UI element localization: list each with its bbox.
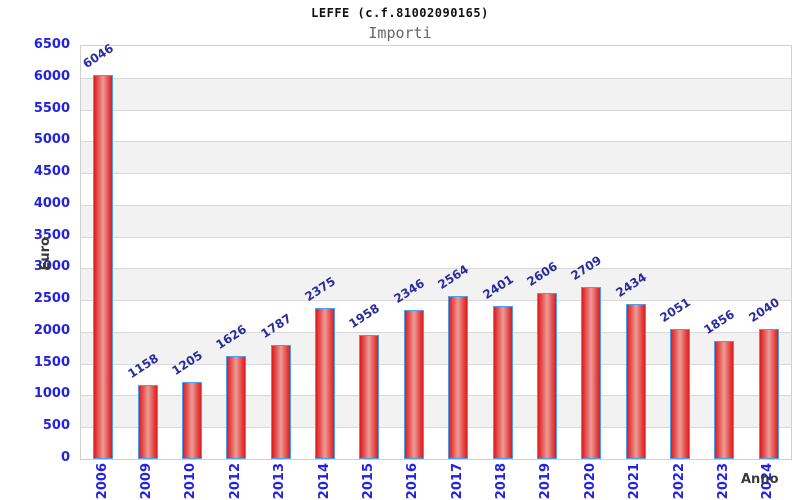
y-tick-label: 2500 bbox=[33, 291, 70, 307]
y-tick-label: 3000 bbox=[33, 259, 70, 275]
x-tick-label: 2019 bbox=[524, 463, 568, 500]
x-tick-label-text: 2018 bbox=[494, 463, 510, 500]
x-tick-label-text: 2012 bbox=[227, 463, 243, 500]
gridline bbox=[81, 236, 791, 238]
bar-2019 bbox=[536, 293, 557, 459]
bar-value-label: 6046 bbox=[80, 40, 117, 71]
x-tick-label: 2018 bbox=[479, 463, 523, 500]
x-tick-label: 2020 bbox=[568, 463, 612, 500]
x-tick-label-text: 2021 bbox=[627, 463, 643, 500]
x-tick-label: 2023 bbox=[701, 463, 745, 500]
bar-2009 bbox=[137, 385, 158, 459]
x-tick-label: 2017 bbox=[435, 463, 479, 500]
x-axis-title-text: Anno bbox=[741, 472, 779, 487]
x-tick-label-text: 2015 bbox=[360, 463, 376, 500]
x-tick-label-text: 2006 bbox=[94, 463, 110, 500]
y-tick-label: 5500 bbox=[33, 100, 70, 116]
x-tick-label: 2022 bbox=[657, 463, 701, 500]
x-tick-label-text: 2014 bbox=[316, 463, 332, 500]
y-tick-label: 1500 bbox=[33, 354, 70, 370]
gridline bbox=[81, 141, 791, 143]
gridline bbox=[81, 77, 791, 79]
y-tick-label: 0 bbox=[60, 450, 70, 465]
x-tick-label-text: 2010 bbox=[183, 463, 199, 500]
x-tick-label: 2014 bbox=[302, 463, 346, 500]
x-tick-label: 2010 bbox=[169, 463, 213, 500]
bar-value-label: 1958 bbox=[346, 300, 383, 331]
bar-2022 bbox=[670, 328, 691, 459]
x-tick-label: 2021 bbox=[613, 463, 657, 500]
y-tick-label: 2000 bbox=[33, 322, 70, 338]
y-tick-label: 4500 bbox=[33, 164, 70, 180]
gridline bbox=[81, 204, 791, 206]
y-tick-label: 500 bbox=[42, 418, 70, 434]
background-band bbox=[81, 141, 791, 174]
bar-2024 bbox=[758, 329, 779, 459]
x-tick-label-text: 2019 bbox=[538, 463, 554, 500]
background-band bbox=[81, 77, 791, 110]
y-axis-title-text: Euro bbox=[38, 237, 53, 271]
x-tick-label: 2006 bbox=[80, 463, 124, 500]
x-tick-label: 2012 bbox=[213, 463, 257, 500]
bar-2014 bbox=[315, 308, 336, 459]
gridline bbox=[81, 173, 791, 175]
gridline bbox=[81, 109, 791, 111]
gridline bbox=[81, 268, 791, 270]
bar-2023 bbox=[714, 341, 735, 459]
y-tick-label: 1000 bbox=[33, 386, 70, 402]
bar-2013 bbox=[270, 345, 291, 459]
x-tick-label-text: 2009 bbox=[139, 463, 155, 500]
y-tick-label: 4000 bbox=[33, 195, 70, 211]
y-tick-label: 6500 bbox=[33, 37, 70, 52]
y-tick-label: 3500 bbox=[33, 227, 70, 243]
bar-2010 bbox=[181, 382, 202, 459]
gridline bbox=[81, 331, 791, 333]
x-tick-label-text: 2016 bbox=[405, 463, 421, 500]
x-tick-label-text: 2023 bbox=[715, 463, 731, 500]
background-band bbox=[81, 204, 791, 237]
gridline bbox=[81, 427, 791, 429]
x-tick-label: 2015 bbox=[346, 463, 390, 500]
bar-2021 bbox=[625, 304, 646, 459]
x-tick-label: 2016 bbox=[391, 463, 435, 500]
background-band bbox=[81, 268, 791, 301]
y-axis-title: Euro bbox=[38, 231, 53, 277]
x-tick-label-text: 2013 bbox=[272, 463, 288, 500]
gridline bbox=[81, 395, 791, 397]
x-tick-label: 2009 bbox=[124, 463, 168, 500]
bar-2020 bbox=[581, 286, 602, 459]
y-tick-label: 6000 bbox=[33, 68, 70, 84]
y-tick-label: 5000 bbox=[33, 132, 70, 148]
gridline bbox=[81, 363, 791, 365]
plot-area: 6046 1158 1205 1626 1787 2375 1958 2346 2564 2401… bbox=[80, 41, 792, 460]
chart-subtitle: Importi bbox=[368, 24, 432, 42]
x-tick-label-text: 2020 bbox=[582, 463, 598, 500]
bar-2016 bbox=[403, 309, 424, 459]
chart-title: LEFFE (c.f.81002090165) bbox=[311, 6, 489, 20]
bar-2012 bbox=[226, 355, 247, 459]
bar-2017 bbox=[448, 296, 469, 459]
x-tick-label: 2013 bbox=[258, 463, 302, 500]
gridline bbox=[81, 300, 791, 302]
bar-2018 bbox=[492, 306, 513, 459]
bar-2006 bbox=[93, 74, 114, 459]
x-axis-title: Anno bbox=[741, 468, 779, 487]
x-tick-label-text: 2017 bbox=[449, 463, 465, 500]
x-tick-label-text: 2022 bbox=[671, 463, 687, 500]
bar-2015 bbox=[359, 334, 380, 459]
